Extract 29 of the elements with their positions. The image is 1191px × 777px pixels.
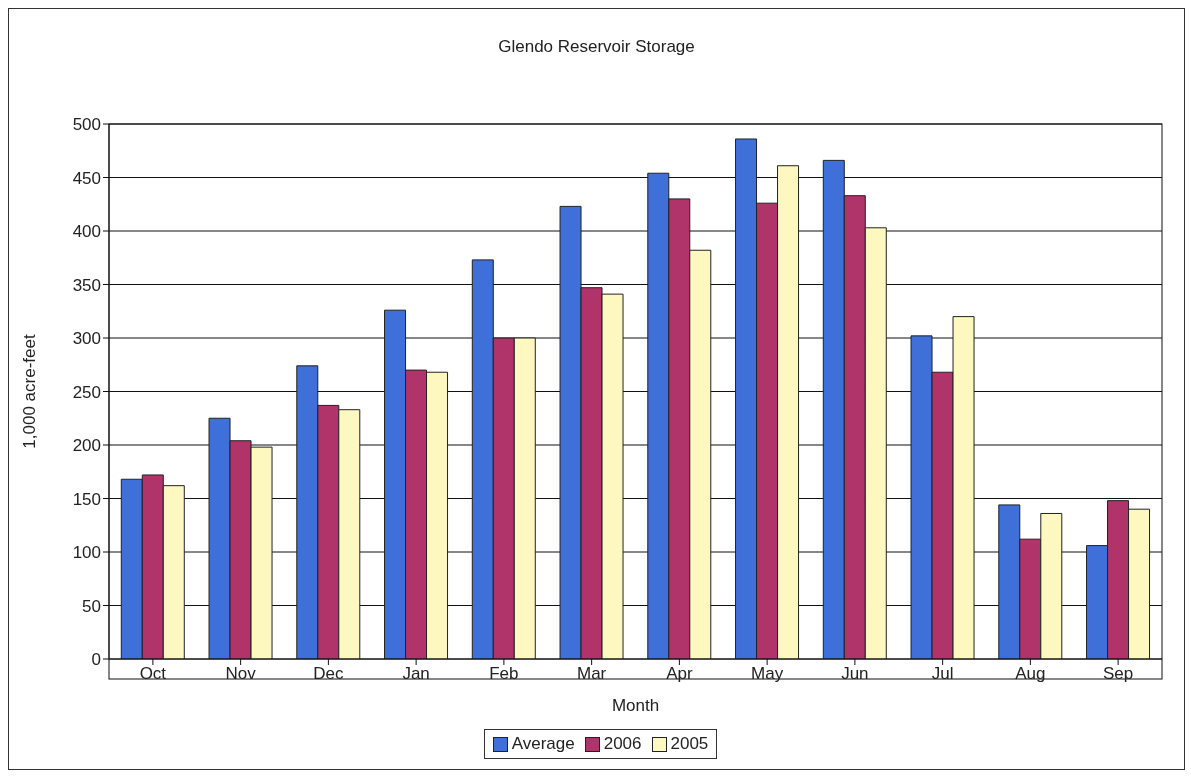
x-tick-label: Aug (1015, 664, 1046, 684)
legend-label: 2005 (669, 734, 709, 754)
x-tick-label: Oct (139, 664, 167, 684)
y-tick-label: 200 (72, 436, 101, 456)
x-tick-label: Sep (1103, 664, 1134, 684)
y-tick-label: 450 (72, 168, 101, 188)
y-tick-label: 500 (72, 115, 101, 135)
y-tick-label: 350 (72, 275, 101, 295)
y-tick-label: 400 (72, 222, 101, 242)
x-tick-label: Jan (402, 664, 430, 684)
y-tick-label: 300 (72, 329, 101, 349)
x-tick-label: May (751, 664, 784, 684)
y-tick-label: 0 (91, 650, 101, 670)
x-axis-title: Month (611, 696, 660, 716)
x-tick-label: Mar (576, 664, 607, 684)
chart-title: Glendo Reservoir Storage (497, 37, 696, 57)
y-tick-label: 250 (72, 382, 101, 402)
y-axis-title: 1,000 acre-feet (20, 334, 40, 449)
y-tick-label: 50 (82, 596, 101, 616)
x-tick-label: Feb (489, 664, 519, 684)
x-tick-label: Dec (313, 664, 344, 684)
y-tick-label: 100 (72, 543, 101, 563)
legend-label: Average (510, 734, 575, 754)
x-tick-label: Apr (666, 664, 693, 684)
x-tick-label: Jun (841, 664, 869, 684)
x-tick-label: Jul (931, 664, 954, 684)
y-tick-label: 150 (72, 489, 101, 509)
x-tick-label: Nov (225, 664, 257, 684)
legend-label: 2006 (602, 734, 642, 754)
